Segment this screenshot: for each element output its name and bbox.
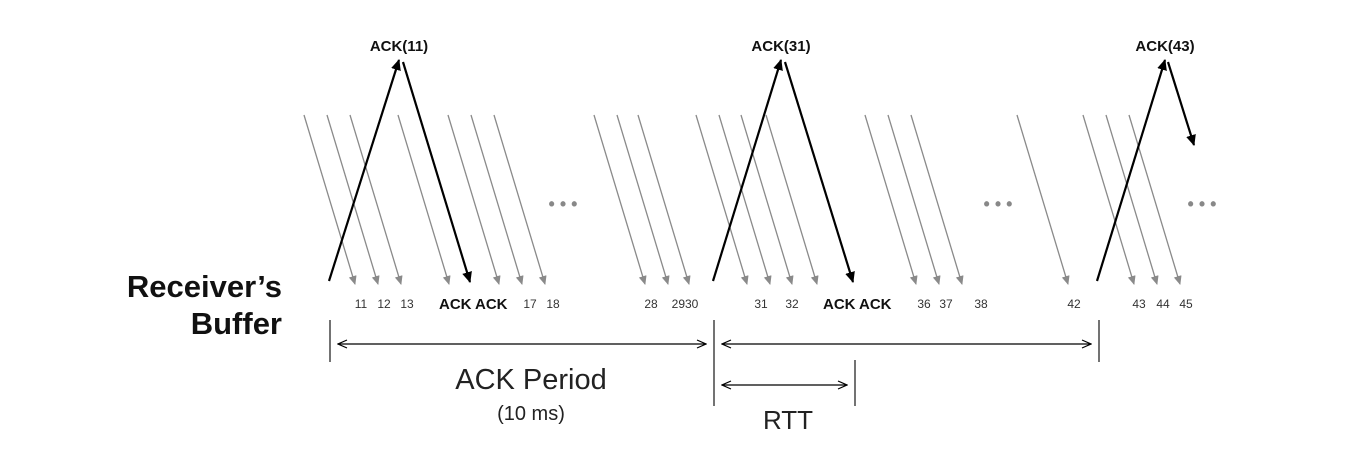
- ack-period-sublabel: (10 ms): [497, 403, 565, 425]
- ack-label: ACK(43): [1135, 38, 1194, 55]
- packet-arrow: [740, 114, 794, 285]
- packet-arrow: [349, 114, 403, 285]
- seq-label: 42: [1067, 297, 1081, 311]
- ellipsis: • • •: [1188, 194, 1217, 214]
- seq-label: 45: [1179, 297, 1193, 311]
- ack-up-arrow: [711, 59, 783, 282]
- packet-arrow: [397, 114, 451, 285]
- seq-label: 28: [644, 297, 658, 311]
- packet-arrow: [447, 114, 501, 285]
- buffer-label-line2: Buffer: [191, 306, 282, 341]
- seq-label: 13: [400, 297, 414, 311]
- packet-arrow: [493, 114, 547, 285]
- seq-label: 44: [1156, 297, 1170, 311]
- packet-arrows: [303, 114, 1182, 285]
- ack-down-arrow: [783, 61, 855, 283]
- seq-label: 17: [523, 297, 537, 311]
- packet-arrow: [864, 114, 918, 285]
- packet-arrow: [1016, 114, 1070, 285]
- ack-down-arrow: [401, 61, 472, 283]
- seq-label: 37: [939, 297, 953, 311]
- ack-buffer-mark: ACK: [439, 296, 472, 313]
- ellipsis: • • •: [549, 194, 578, 214]
- packet-arrow: [718, 114, 772, 285]
- seq-label: 31: [754, 297, 768, 311]
- seq-label: 18: [546, 297, 560, 311]
- packet-arrow: [765, 114, 819, 285]
- packet-arrow: [695, 114, 749, 285]
- sequence-labels: 11 12 13 17 18 28 2930 31 32 36 37 38 42…: [355, 296, 1193, 313]
- ack-label: ACK(31): [751, 38, 810, 55]
- seq-label: 2930: [672, 297, 699, 311]
- ack-buffer-mark: ACK: [823, 296, 856, 313]
- seq-label: 32: [785, 297, 799, 311]
- packet-arrow: [593, 114, 647, 285]
- seq-label: 11: [355, 297, 368, 311]
- ellipsis: • • •: [984, 194, 1013, 214]
- ack-period-label: ACK Period: [455, 364, 607, 396]
- ack-arrows: [327, 59, 1196, 283]
- buffer-label-line1: Receiver’s: [127, 269, 282, 304]
- ack-buffer-mark: ACK: [859, 296, 892, 313]
- ack-down-arrow: [1166, 61, 1196, 146]
- ack-buffer-mark: ACK: [475, 296, 508, 313]
- ack-label: ACK(11): [370, 38, 428, 55]
- packet-arrow: [887, 114, 941, 285]
- rtt-label: RTT: [763, 405, 813, 435]
- packet-arrow: [1128, 114, 1182, 285]
- packet-arrow: [616, 114, 670, 285]
- seq-label: 12: [377, 297, 391, 311]
- seq-label: 36: [917, 297, 931, 311]
- seq-label: 38: [974, 297, 988, 311]
- period-dimensions: [329, 320, 1100, 406]
- ack-up-arrow: [327, 59, 401, 282]
- packet-arrow: [303, 114, 357, 285]
- seq-label: 43: [1132, 297, 1146, 311]
- packet-arrow: [637, 114, 691, 285]
- packet-arrow: [470, 114, 524, 285]
- packet-arrow: [326, 114, 380, 285]
- ack-up-arrow: [1095, 59, 1167, 282]
- packet-arrow: [910, 114, 964, 285]
- packet-arrow: [1082, 114, 1136, 285]
- packet-arrow: [1105, 114, 1159, 285]
